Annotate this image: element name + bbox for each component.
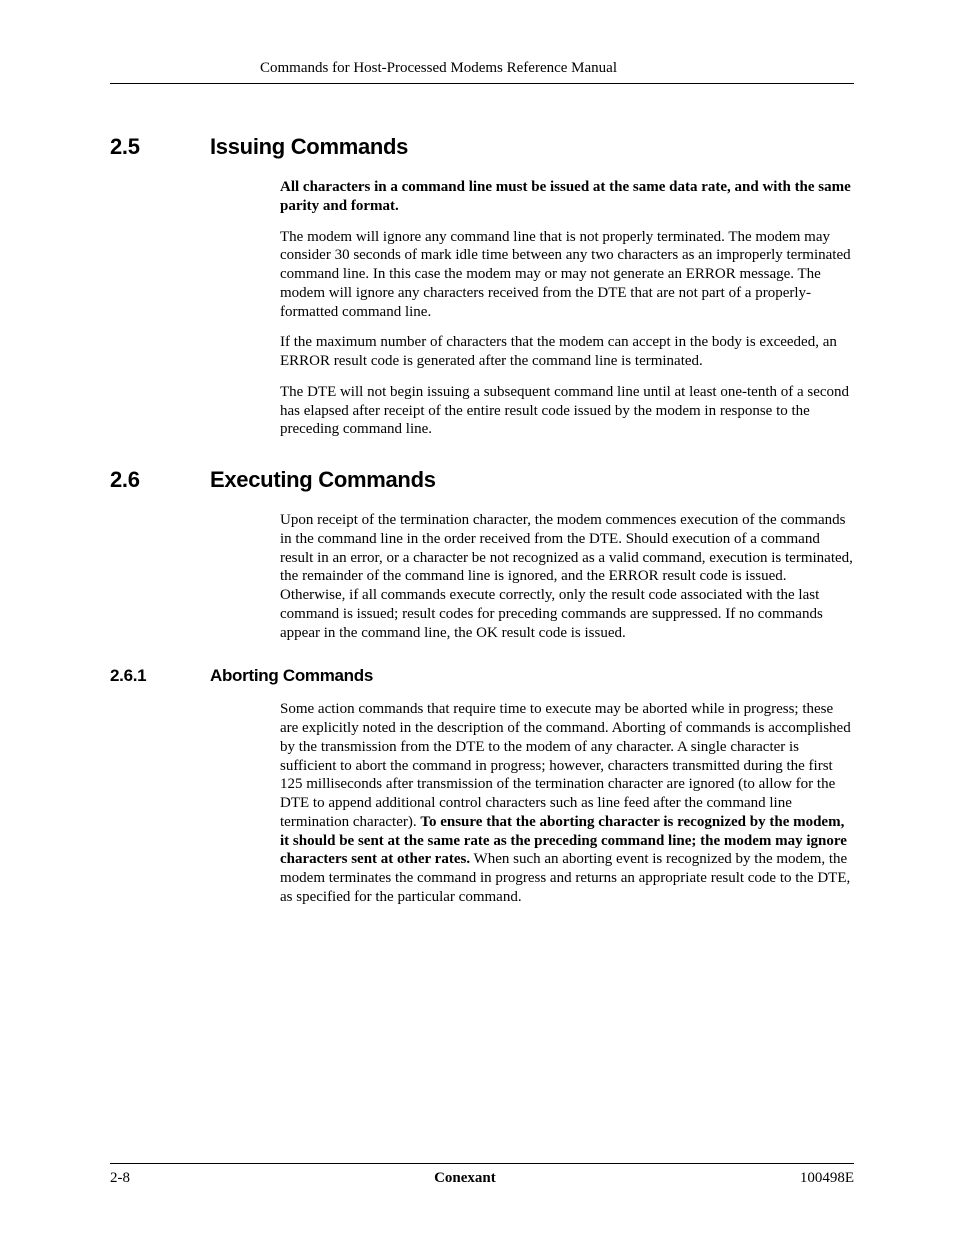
section-heading-2-6: 2.6 Executing Commands: [110, 467, 854, 493]
text-run: Some action commands that require time t…: [280, 701, 851, 830]
footer-brand: Conexant: [434, 1170, 496, 1187]
section-number: 2.6: [110, 467, 210, 493]
paragraph: If the maximum number of characters that…: [280, 333, 854, 371]
section-heading-2-5: 2.5 Issuing Commands: [110, 134, 854, 160]
page: Commands for Host-Processed Modems Refer…: [0, 0, 954, 1235]
footer-rule: [110, 1163, 854, 1164]
section-number: 2.5: [110, 134, 210, 160]
section-body-2-6: Upon receipt of the termination characte…: [110, 511, 854, 642]
footer-row: 2-8 Conexant 100498E: [110, 1170, 854, 1187]
footer-page-number: 2-8: [110, 1170, 130, 1187]
section-number: 2.6.1: [110, 666, 210, 686]
page-footer: 2-8 Conexant 100498E: [110, 1163, 854, 1187]
section-title: Executing Commands: [210, 467, 436, 493]
running-header: Commands for Host-Processed Modems Refer…: [110, 60, 854, 77]
header-rule: [110, 83, 854, 84]
section-title: Aborting Commands: [210, 666, 373, 686]
paragraph: Some action commands that require time t…: [280, 700, 854, 906]
paragraph: All characters in a command line must be…: [280, 178, 854, 216]
section-title: Issuing Commands: [210, 134, 408, 160]
paragraph: The modem will ignore any command line t…: [280, 228, 854, 322]
section-body-2-6-1: Some action commands that require time t…: [110, 700, 854, 906]
section-body-2-5: All characters in a command line must be…: [110, 178, 854, 439]
footer-doc-id: 100498E: [800, 1170, 854, 1187]
paragraph: Upon receipt of the termination characte…: [280, 511, 854, 642]
section-heading-2-6-1: 2.6.1 Aborting Commands: [110, 666, 854, 686]
paragraph: The DTE will not begin issuing a subsequ…: [280, 383, 854, 439]
